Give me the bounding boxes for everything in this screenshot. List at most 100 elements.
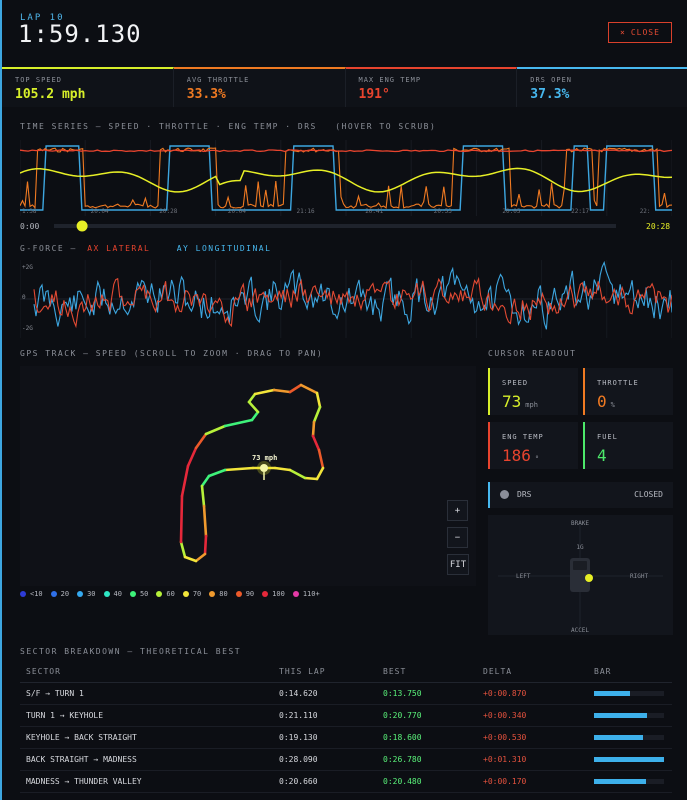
readout-drs: DRS CLOSED	[488, 482, 673, 508]
timeseries-tick-label: 22:17	[571, 208, 589, 215]
legend-label: 70	[192, 590, 202, 598]
drs-series-line	[20, 145, 672, 211]
g-scale-label: 1G	[576, 544, 584, 551]
sector-bar-track	[594, 712, 664, 718]
ay-longitudinal-line	[33, 260, 672, 330]
gforce-chart[interactable]: +2G 0 -2G	[20, 260, 672, 338]
close-button[interactable]: × CLOSE	[608, 22, 672, 43]
readout-speed-value: 73 mph	[502, 392, 538, 411]
legend-label: 80	[219, 590, 228, 598]
sector-bar-track	[594, 756, 664, 762]
sector-bar-fill	[594, 734, 643, 740]
sector-delta: +0:00.300	[483, 792, 594, 800]
track-segment	[247, 392, 257, 404]
track-segment	[202, 504, 208, 538]
zoom-out-button[interactable]: −	[447, 527, 468, 548]
sectors-title: SECTOR BREAKDOWN — THEORETICAL BEST	[20, 647, 242, 656]
readout-fuel: FUEL 4	[583, 422, 673, 469]
stat-avg-throttle: AVG THROTTLE 33.3%	[173, 67, 346, 107]
readout-throttle-unit: %	[610, 401, 615, 409]
track-segment	[180, 464, 190, 498]
gps-map[interactable]: 73 mph	[20, 366, 476, 586]
sector-row[interactable]: S/F → TURN 1 0:14.620 0:13.750 +0:00.870	[20, 682, 672, 705]
throttle-series-line	[20, 147, 672, 210]
gforce-ax-label: AX LATERAL	[87, 244, 151, 253]
track-segment	[200, 474, 211, 488]
stat-label: DRS OPEN	[530, 76, 572, 84]
g-right-label: RIGHT	[630, 573, 648, 580]
legend-label: <10	[30, 590, 43, 598]
legend-item: 100	[262, 590, 285, 598]
fit-button[interactable]: FIT	[447, 554, 469, 575]
legend-label: 100	[272, 590, 285, 598]
sector-row[interactable]: BACK STRAIGHT → MADNESS 0:28.090 0:26.780 +…	[20, 748, 672, 771]
legend-label: 20	[60, 590, 70, 598]
legend-label: 50	[139, 590, 149, 598]
zoom-in-button[interactable]: +	[447, 500, 468, 521]
col-this-lap: THIS LAP	[279, 662, 383, 683]
sector-best: 0:26.780	[383, 748, 483, 771]
legend-dot-icon	[182, 591, 189, 597]
sector-row[interactable]: TURN 1 → KEYHOLE 0:21.110 0:20.770 +0:00.34…	[20, 704, 672, 727]
timeseries-tick-label: 22:	[640, 208, 651, 215]
sector-best: 0:20.770	[383, 704, 483, 727]
sector-delta: +0:00.170	[483, 770, 594, 793]
gforce-y-label: +2G	[22, 264, 33, 271]
sector-table: SECTOR THIS LAP BEST DELTA BAR S/F → TUR…	[20, 662, 672, 800]
sector-bar-cell	[594, 682, 672, 705]
track-segment	[288, 468, 307, 480]
close-label: CLOSE	[630, 28, 660, 37]
close-icon: ×	[620, 28, 626, 37]
legend-label: 30	[87, 590, 96, 598]
legend-item: 70	[182, 590, 202, 598]
stat-label: MAX ENG TEMP	[358, 76, 422, 84]
sector-bar-cell	[594, 704, 672, 727]
track-segment	[315, 391, 322, 409]
sector-row[interactable]: THUNDER VALLEY → S/F0:15.4900:15.190+0:0…	[20, 792, 672, 800]
legend-label: 40	[113, 590, 122, 598]
track-segment	[179, 494, 184, 544]
legend-label: 60	[166, 590, 175, 598]
track-segment	[250, 410, 260, 422]
timeseries-tick-label: 20:05	[502, 208, 520, 215]
sector-bar-cell	[594, 792, 672, 800]
track-segment	[253, 388, 276, 396]
sector-row[interactable]: MADNESS → THUNDER VALLEY 0:20.660 0:20.480…	[20, 770, 672, 793]
legend-dot-icon	[103, 591, 110, 597]
legend-dot-icon	[77, 591, 84, 597]
sector-name: TURN 1 → KEYHOLE	[20, 704, 279, 727]
stat-value: 105.2 mph	[15, 87, 86, 102]
legend-item: 110+	[292, 590, 320, 598]
sector-table-header: SECTOR THIS LAP BEST DELTA BAR	[20, 662, 672, 683]
legend-item: 40	[103, 590, 122, 598]
track-map[interactable]: 73 mph	[20, 366, 476, 586]
timeseries-tick-label: 20:41	[365, 208, 383, 215]
track-segment	[223, 466, 255, 472]
scrubber[interactable]: 0:00 20:28	[20, 218, 672, 234]
timeseries-chart[interactable]: 1:38 20:04 20:28 20:04 21:16 20:41 20:53 20:05 2…	[20, 140, 672, 216]
legend-dot-icon	[262, 591, 269, 597]
sector-row[interactable]: KEYHOLE → BACK STRAIGHT 0:19.130 0:18.600 +…	[20, 726, 672, 749]
sector-name: THUNDER VALLEY → S/F	[20, 792, 279, 800]
g-circle-svg: BRAKE ACCEL LEFT RIGHT 1G	[498, 520, 663, 634]
readout-fuel-label: FUEL	[597, 433, 618, 441]
sector-table-body: S/F → TURN 1 0:14.620 0:13.750 +0:00.870 TUR…	[20, 682, 672, 800]
sector-bar-track	[594, 734, 664, 740]
scrubber-handle[interactable]	[76, 220, 88, 232]
track-segment	[272, 388, 292, 394]
gforce-ay-label: AY LONGITUDINAL	[176, 244, 272, 253]
stats-bar: TOP SPEED 105.2 mph AVG THROTTLE 33.3% M…	[2, 67, 687, 107]
sector-delta: +0:00.870	[483, 682, 594, 705]
sector-name: MADNESS → THUNDER VALLEY	[20, 770, 279, 793]
legend-item: <10	[20, 590, 43, 598]
legend-dot-icon	[156, 591, 163, 597]
g-dot	[585, 574, 593, 582]
speed-series-line	[20, 167, 672, 193]
legend-dot-icon	[129, 591, 136, 597]
readout-throttle-label: THROTTLE	[597, 379, 639, 387]
sector-bar-fill	[594, 690, 630, 696]
track-segment	[315, 466, 325, 481]
sector-this-lap: 0:15.490	[279, 792, 383, 800]
timeseries-tick-label: 20:04	[228, 208, 246, 215]
